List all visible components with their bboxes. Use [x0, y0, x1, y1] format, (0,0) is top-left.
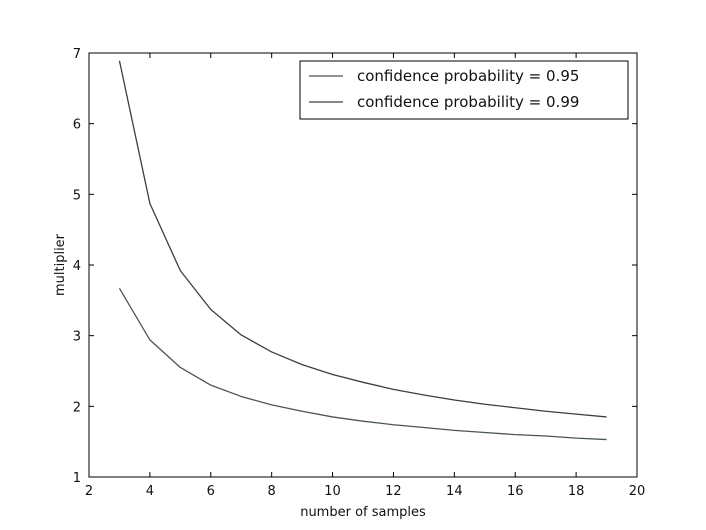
series-layer: [118, 60, 607, 441]
y-tick-label: 7: [73, 47, 81, 62]
legend-label-1: confidence probability = 0.99: [357, 93, 579, 111]
x-tick-label: 8: [268, 484, 276, 499]
x-tick-label: 20: [629, 484, 646, 499]
legend-label-0: confidence probability = 0.95: [357, 67, 579, 85]
x-tick-label: 2: [85, 484, 93, 499]
x-tick-label: 4: [146, 484, 154, 499]
y-tick-label: 6: [73, 118, 81, 133]
plot-area: [89, 53, 637, 477]
x-tick-label: 14: [446, 484, 463, 499]
y-axis-label: multiplier: [53, 233, 68, 296]
plot-frame: [88, 52, 638, 478]
x-tick-label: 10: [324, 484, 341, 499]
legend: confidence probability = 0.95 confidence…: [299, 60, 629, 120]
y-tick-label: 1: [73, 471, 81, 486]
x-tick-label: 6: [207, 484, 215, 499]
x-tick-label: 16: [507, 484, 524, 499]
y-tick-label: 3: [73, 330, 81, 345]
y-tick-label: 2: [73, 400, 81, 415]
y-tick-label: 5: [73, 188, 81, 203]
y-tick-label: 4: [73, 259, 81, 274]
x-axis-label: number of samples: [300, 505, 426, 520]
x-tick-label: 18: [568, 484, 585, 499]
x-tick-label: 12: [385, 484, 402, 499]
legend-box: [299, 60, 629, 120]
